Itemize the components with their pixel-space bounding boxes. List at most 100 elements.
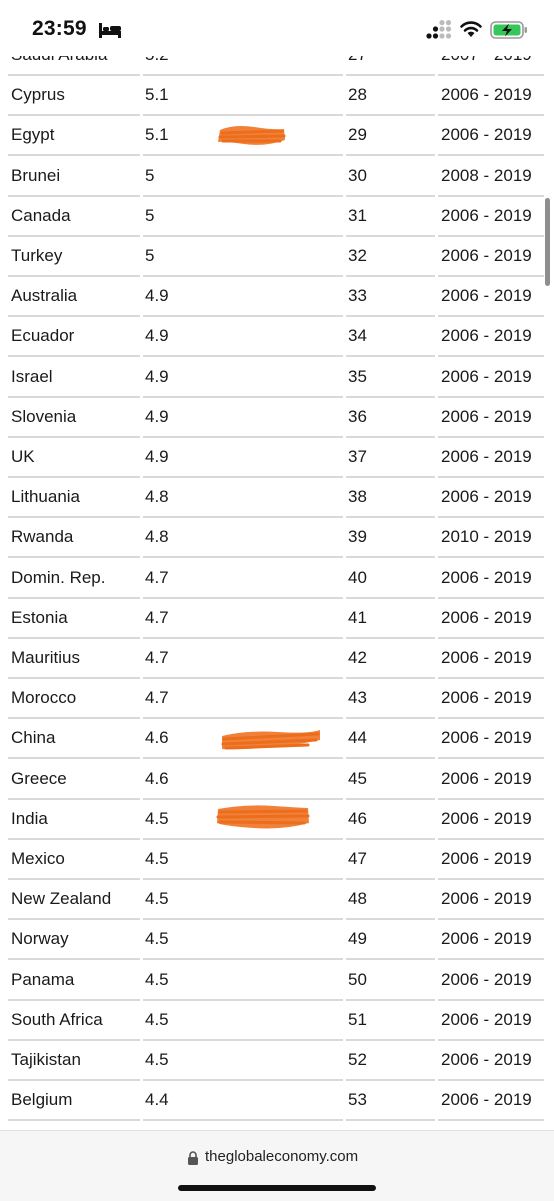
- cell-divider: [143, 234, 343, 237]
- cell-divider: [438, 878, 544, 880]
- value-cell: 4.7: [145, 688, 169, 708]
- cell-divider: [8, 275, 140, 277]
- value-cell: 4.7: [145, 567, 169, 587]
- table-row: Cyprus 5.1 28 2006 - 2019: [0, 76, 554, 117]
- cell-divider: [8, 114, 140, 117]
- cell-divider: [8, 757, 140, 760]
- rank-cell: 35: [348, 366, 367, 386]
- cell-divider: [346, 636, 435, 639]
- years-cell: 2006 - 2019: [441, 648, 532, 667]
- cell-divider: [438, 596, 544, 599]
- cell-divider: [143, 757, 343, 760]
- cell-divider: [8, 878, 140, 880]
- cell-divider: [438, 797, 544, 800]
- cell-divider: [143, 918, 343, 921]
- country-cell: Canada: [11, 205, 71, 225]
- country-cell: Slovenia: [11, 406, 77, 426]
- cell-divider: [143, 556, 343, 559]
- cell-divider: [143, 315, 343, 318]
- rank-cell: 42: [348, 648, 367, 667]
- cell-divider: [438, 476, 544, 478]
- signal-icon: [426, 20, 452, 39]
- years-cell: 2006 - 2019: [441, 607, 532, 627]
- cell-divider: [438, 717, 544, 720]
- cell-divider: [8, 918, 140, 921]
- table-row: Egypt 5.1 29 2006 - 2019: [0, 116, 554, 157]
- cell-divider: [346, 717, 435, 720]
- rank-cell: 40: [348, 567, 367, 587]
- wifi-icon: [460, 21, 482, 37]
- cell-divider: [346, 1079, 435, 1081]
- years-cell: 2006 - 2019: [441, 1009, 532, 1029]
- table-row: China 4.6 44 2006 - 2019: [0, 719, 554, 760]
- cell-divider: [438, 837, 544, 840]
- years-cell: 2006 - 2019: [441, 366, 532, 386]
- table-row: Lithuania 4.8 38 2006 - 2019: [0, 478, 554, 519]
- cell-divider: [143, 1079, 343, 1081]
- lock-icon: [188, 1151, 198, 1165]
- cell-divider: [8, 958, 140, 961]
- cell-divider: [143, 395, 343, 398]
- cell-divider: [8, 677, 140, 679]
- years-cell: 2008 - 2019: [441, 165, 532, 185]
- table-row: Domin. Rep. 4.7 40 2006 - 2019: [0, 559, 554, 599]
- rank-cell: 46: [348, 808, 367, 828]
- country-cell: Belgium: [11, 1090, 73, 1110]
- cell-divider: [143, 1038, 343, 1041]
- country-cell: Rwanda: [11, 527, 74, 547]
- cell-divider: [143, 275, 343, 277]
- rank-cell: 36: [348, 406, 367, 426]
- table-row: Turkey 5 32 2006 - 2019: [0, 237, 554, 277]
- rank-cell: 32: [348, 246, 367, 265]
- cell-divider: [438, 194, 544, 197]
- cell-divider: [438, 355, 544, 358]
- value-cell: 4.7: [145, 648, 169, 667]
- cell-divider: [143, 516, 343, 519]
- cell-divider: [143, 837, 343, 840]
- rank-cell: 50: [348, 969, 367, 989]
- table-row: Morocco 4.7 43 2006 - 2019: [0, 679, 554, 720]
- cell-divider: [346, 677, 435, 679]
- bed-icon: [99, 23, 121, 38]
- years-cell: 2006 - 2019: [441, 728, 532, 748]
- cell-divider: [346, 315, 435, 318]
- cell-divider: [346, 114, 435, 117]
- value-cell: 4.9: [145, 286, 169, 306]
- cell-divider: [346, 154, 435, 157]
- table-row: Rwanda 4.8 39 2010 - 2019: [0, 518, 554, 559]
- cell-divider: [8, 1079, 140, 1081]
- url-address[interactable]: theglobaleconomy.com: [205, 1148, 359, 1165]
- browser-bottom-bar: theglobaleconomy.com: [0, 1130, 554, 1201]
- cell-divider: [346, 275, 435, 277]
- years-cell: 2006 - 2019: [441, 447, 532, 466]
- scroll-indicator[interactable]: [545, 198, 550, 286]
- country-cell: Lithuania: [11, 487, 81, 507]
- cell-divider: [438, 958, 544, 961]
- table-row: Israel 4.9 35 2006 - 2019: [0, 358, 554, 398]
- table-row: New Zealand 4.5 48 2006 - 2019: [0, 880, 554, 921]
- cell-divider: [438, 395, 544, 398]
- cell-divider: [8, 435, 140, 438]
- value-cell: 4.4: [145, 1090, 169, 1110]
- cell-divider: [346, 958, 435, 961]
- table-row: Panama 4.5 50 2006 - 2019: [0, 961, 554, 1001]
- rank-cell: 49: [348, 929, 367, 949]
- rank-cell: 34: [348, 326, 367, 346]
- home-indicator[interactable]: [178, 1185, 376, 1191]
- cell-divider: [346, 516, 435, 519]
- rank-cell: 53: [348, 1090, 367, 1110]
- years-cell: 2006 - 2019: [441, 808, 532, 828]
- value-cell: 4.6: [145, 728, 169, 748]
- value-cell: 4.5: [145, 929, 169, 949]
- rank-cell: 31: [348, 205, 367, 225]
- value-cell: 4.7: [145, 607, 169, 627]
- cell-divider: [8, 596, 140, 599]
- cell-divider: [143, 636, 343, 639]
- cell-divider: [8, 998, 140, 1001]
- cell-divider: [8, 194, 140, 197]
- cell-divider: [346, 74, 435, 76]
- country-cell: Egypt: [11, 125, 55, 145]
- table-row: Australia 4.9 33 2006 - 2019: [0, 277, 554, 318]
- country-cell: South Africa: [11, 1009, 103, 1029]
- cell-divider: [8, 717, 140, 720]
